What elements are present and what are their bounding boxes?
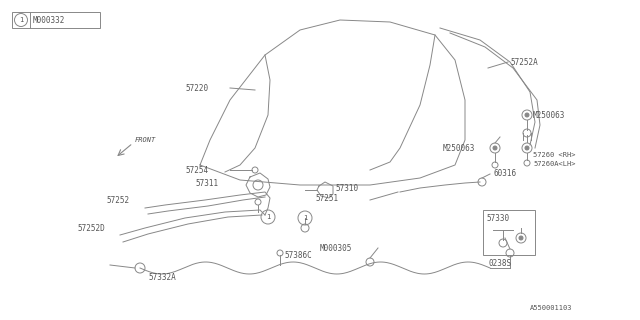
Text: M250063: M250063	[533, 110, 565, 119]
Text: 57311: 57311	[195, 179, 218, 188]
Text: 57252: 57252	[107, 196, 130, 204]
Text: M000332: M000332	[33, 15, 65, 25]
Text: 57254: 57254	[185, 165, 208, 174]
Text: 57260 <RH>: 57260 <RH>	[533, 152, 575, 158]
Text: 57252D: 57252D	[77, 223, 105, 233]
Text: 57220: 57220	[185, 84, 208, 92]
Text: 1: 1	[303, 215, 307, 221]
Circle shape	[519, 236, 523, 240]
Text: 57310: 57310	[335, 183, 358, 193]
Text: 1: 1	[266, 214, 270, 220]
Circle shape	[493, 146, 497, 150]
Circle shape	[525, 113, 529, 117]
Text: 57332A: 57332A	[148, 273, 176, 282]
Text: 57251: 57251	[315, 194, 338, 203]
Text: 57260A<LH>: 57260A<LH>	[533, 161, 575, 167]
Text: 57330: 57330	[486, 213, 509, 222]
Text: 57386C: 57386C	[284, 251, 312, 260]
Circle shape	[525, 146, 529, 150]
Text: 60316: 60316	[493, 169, 516, 178]
Text: 0238S: 0238S	[488, 259, 511, 268]
Text: 1: 1	[19, 17, 23, 23]
Text: M000305: M000305	[319, 244, 352, 252]
Text: M250063: M250063	[443, 143, 475, 153]
FancyBboxPatch shape	[483, 210, 535, 255]
Text: FRONT: FRONT	[135, 137, 156, 143]
Text: A550001103: A550001103	[530, 305, 573, 311]
FancyBboxPatch shape	[12, 12, 100, 28]
Text: 57252A: 57252A	[510, 58, 538, 67]
